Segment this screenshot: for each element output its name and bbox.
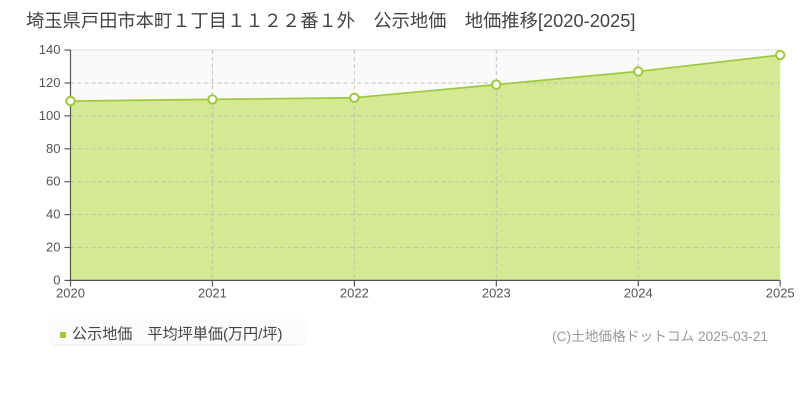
svg-text:2023: 2023 [482, 285, 511, 300]
svg-text:20: 20 [46, 239, 60, 254]
svg-text:2020: 2020 [56, 285, 85, 300]
svg-text:100: 100 [39, 108, 61, 123]
svg-text:2021: 2021 [198, 285, 227, 300]
svg-text:40: 40 [46, 207, 60, 222]
svg-text:2025: 2025 [766, 285, 795, 300]
svg-text:60: 60 [46, 174, 60, 189]
svg-text:2022: 2022 [340, 285, 369, 300]
svg-text:2024: 2024 [624, 285, 653, 300]
svg-text:120: 120 [39, 75, 61, 90]
svg-text:80: 80 [46, 141, 60, 156]
svg-text:140: 140 [39, 42, 61, 57]
